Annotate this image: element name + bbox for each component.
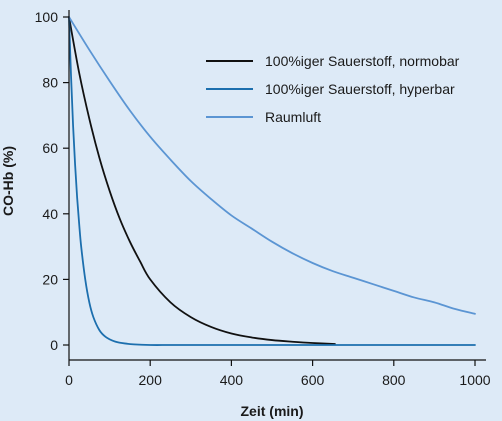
legend-label: Raumluft bbox=[265, 109, 321, 125]
y-tick-label: 60 bbox=[42, 140, 58, 156]
x-ticks: 0 200 400 600 800 1000 bbox=[65, 360, 491, 388]
legend-label: 100%iger Sauerstoff, hyperbar bbox=[265, 81, 455, 97]
plot-lines bbox=[68, 16, 476, 346]
y-ticks: 0 20 40 60 80 100 bbox=[35, 9, 69, 353]
series-hyperbar-line bbox=[68, 16, 476, 346]
x-tick-label: 0 bbox=[65, 372, 73, 388]
x-tick-label: 200 bbox=[139, 372, 163, 388]
legend-label: 100%iger Sauerstoff, normobar bbox=[265, 53, 460, 69]
series-raumluft-line bbox=[68, 16, 476, 315]
y-axis-title: CO-Hb (%) bbox=[0, 146, 16, 216]
series-normobar-line bbox=[68, 16, 336, 345]
y-tick-label: 80 bbox=[42, 75, 58, 91]
x-tick-label: 1000 bbox=[459, 372, 490, 388]
x-axis-title: Zeit (min) bbox=[241, 403, 304, 419]
x-tick-label: 800 bbox=[382, 372, 406, 388]
y-tick-label: 40 bbox=[42, 206, 58, 222]
legend: 100%iger Sauerstoff, normobar 100%iger Sa… bbox=[206, 53, 460, 125]
x-tick-label: 400 bbox=[220, 372, 244, 388]
axes bbox=[68, 10, 486, 361]
y-tick-label: 20 bbox=[42, 271, 58, 287]
y-tick-label: 100 bbox=[35, 9, 59, 25]
x-tick-label: 600 bbox=[301, 372, 325, 388]
y-tick-label: 0 bbox=[50, 337, 58, 353]
